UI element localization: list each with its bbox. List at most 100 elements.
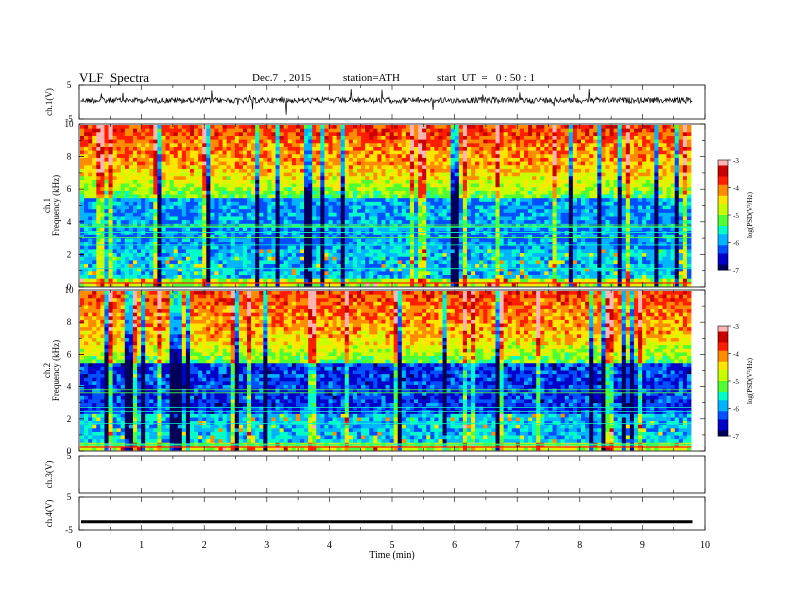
colorbar-swatch [718, 419, 728, 423]
y-tick-label: 4 [67, 382, 72, 392]
colorbar-swatch [718, 176, 728, 180]
y-tick-label: -5 [65, 525, 73, 535]
colorbar-swatch [718, 212, 728, 216]
colorbar-swatch [718, 168, 728, 172]
colorbar-swatch [718, 353, 728, 357]
start-time-label: start UT = 0 : 50 : 1 [437, 72, 535, 84]
x-tick-label: 1 [139, 540, 144, 551]
colorbar-swatch [718, 223, 728, 227]
y-tick-label: 10 [65, 285, 75, 295]
colorbar-swatch [718, 364, 728, 368]
colorbar-swatch [718, 392, 728, 396]
ch1-signal [80, 88, 693, 115]
colorbar-swatch [718, 425, 728, 429]
channel-label: ch.1 [42, 198, 52, 213]
colorbar-swatch [718, 193, 728, 197]
y-tick-label: 2 [67, 249, 72, 259]
x-tick-label: 7 [515, 540, 520, 551]
colorbar-swatch [718, 348, 728, 352]
colorbar-tick-label: -3 [733, 157, 739, 165]
colorbar-swatch [718, 389, 728, 393]
colorbar-swatch [718, 372, 728, 376]
colorbar-swatch [718, 350, 728, 354]
colorbar-swatch [718, 345, 728, 349]
colorbar-tick-label: -4 [733, 351, 739, 359]
colorbar-swatch [718, 250, 728, 254]
colorbar-swatch [718, 204, 728, 208]
colorbar-tick-label: -4 [733, 185, 739, 193]
y-axis-label: Frequency (kHz) [51, 175, 61, 236]
colorbar-swatch [718, 411, 728, 415]
colorbar-swatch [718, 248, 728, 252]
x-tick-label: 8 [577, 540, 582, 551]
colorbar-swatch [718, 239, 728, 243]
x-tick-label: 9 [640, 540, 645, 551]
colorbar-swatch [718, 242, 728, 246]
x-axis-label: Time (min) [369, 550, 414, 561]
colorbar-3 [718, 326, 728, 437]
colorbar-swatch [718, 397, 728, 401]
colorbar-swatch [718, 267, 728, 271]
colorbar-swatch [718, 331, 728, 335]
colorbar-swatch [718, 342, 728, 346]
colorbar-swatch [718, 359, 728, 363]
colorbar-swatch [718, 182, 728, 186]
colorbar-swatch [718, 209, 728, 213]
colorbar-swatch [718, 378, 728, 382]
y-tick-label: 6 [67, 184, 72, 194]
y-axis-label: ch.1(V) [44, 88, 54, 116]
colorbar-swatch [718, 261, 728, 265]
colorbar-swatch [718, 334, 728, 338]
colorbar-swatch [718, 328, 728, 332]
y-tick-label: 5 [67, 492, 72, 502]
colorbar-swatch [718, 403, 728, 407]
colorbar-swatch [718, 201, 728, 205]
colorbar-swatch [718, 234, 728, 238]
panel-frame-4 [78, 455, 706, 494]
colorbar-swatch [718, 245, 728, 249]
x-tick-label: 0 [77, 540, 82, 551]
colorbar-swatch [718, 256, 728, 260]
x-tick-label: 10 [700, 540, 710, 551]
colorbar-swatch [718, 337, 728, 341]
colorbar-swatch [718, 195, 728, 199]
colorbar-swatch [718, 171, 728, 175]
colorbar-swatch [718, 190, 728, 194]
colorbar-swatch [718, 430, 728, 434]
y-tick-label: 5 [67, 80, 72, 90]
colorbar-swatch [718, 231, 728, 235]
colorbar-swatch [718, 226, 728, 230]
colorbar-swatch [718, 400, 728, 404]
colorbar-swatch [718, 375, 728, 379]
colorbar-swatch [718, 326, 728, 330]
y-tick-label: 0 [67, 282, 72, 292]
x-tick-label: 5 [390, 540, 395, 551]
colorbar-swatch [718, 237, 728, 241]
colorbar-swatch [718, 414, 728, 418]
colorbar-tick-label: -3 [733, 323, 739, 331]
x-tick-label: 4 [327, 540, 332, 551]
colorbar-swatch [718, 264, 728, 268]
y-axis-label: ch.3(V) [44, 461, 54, 489]
no-data-region [692, 291, 704, 450]
colorbar-swatch [718, 215, 728, 219]
colorbar-swatch [718, 422, 728, 426]
x-tick-label: 3 [264, 540, 269, 551]
colorbar-swatch [718, 253, 728, 257]
colorbar-swatch [718, 162, 728, 166]
colorbar-swatch [718, 408, 728, 412]
colorbar-swatch [718, 228, 728, 232]
colorbar-label: log(PSD(V²/Hz) [746, 357, 754, 404]
colorbar-tick-label: -7 [733, 267, 739, 275]
colorbar-swatch [718, 361, 728, 365]
waveform-trace [80, 88, 693, 115]
colorbar-label: log(PSD(V²/Hz) [746, 191, 754, 238]
colorbar-swatch [718, 381, 728, 385]
colorbar-swatch [718, 198, 728, 202]
channel-label: ch.2 [42, 363, 52, 378]
colorbar-swatch [718, 405, 728, 409]
colorbar-swatch [718, 173, 728, 177]
colorbar-swatch [718, 160, 728, 164]
station-label: station=ATH [343, 72, 400, 84]
